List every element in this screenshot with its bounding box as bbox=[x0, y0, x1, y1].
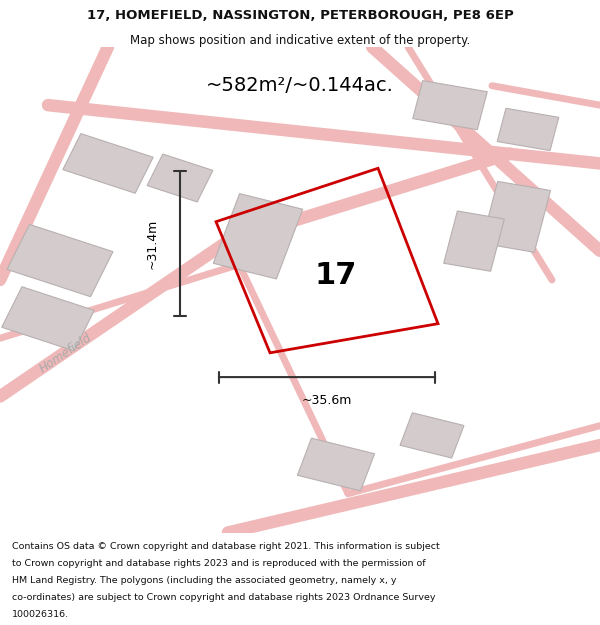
Polygon shape bbox=[147, 154, 213, 202]
Text: to Crown copyright and database rights 2023 and is reproduced with the permissio: to Crown copyright and database rights 2… bbox=[12, 559, 425, 568]
Polygon shape bbox=[213, 194, 303, 279]
Polygon shape bbox=[443, 211, 505, 271]
Polygon shape bbox=[63, 134, 153, 193]
Text: ~35.6m: ~35.6m bbox=[302, 394, 352, 407]
Text: HM Land Registry. The polygons (including the associated geometry, namely x, y: HM Land Registry. The polygons (includin… bbox=[12, 576, 397, 585]
Text: Homefield: Homefield bbox=[37, 331, 95, 375]
Polygon shape bbox=[481, 181, 551, 253]
Text: 100026316.: 100026316. bbox=[12, 610, 69, 619]
Text: ~31.4m: ~31.4m bbox=[146, 218, 159, 269]
Text: 17: 17 bbox=[315, 261, 357, 289]
Polygon shape bbox=[400, 412, 464, 458]
Text: Map shows position and indicative extent of the property.: Map shows position and indicative extent… bbox=[130, 34, 470, 47]
Polygon shape bbox=[497, 108, 559, 151]
Text: ~582m²/~0.144ac.: ~582m²/~0.144ac. bbox=[206, 76, 394, 95]
Polygon shape bbox=[298, 438, 374, 491]
Polygon shape bbox=[2, 287, 94, 351]
Polygon shape bbox=[7, 224, 113, 297]
Text: Contains OS data © Crown copyright and database right 2021. This information is : Contains OS data © Crown copyright and d… bbox=[12, 542, 440, 551]
Text: co-ordinates) are subject to Crown copyright and database rights 2023 Ordnance S: co-ordinates) are subject to Crown copyr… bbox=[12, 593, 436, 602]
Polygon shape bbox=[413, 81, 487, 130]
Text: 17, HOMEFIELD, NASSINGTON, PETERBOROUGH, PE8 6EP: 17, HOMEFIELD, NASSINGTON, PETERBOROUGH,… bbox=[86, 9, 514, 22]
